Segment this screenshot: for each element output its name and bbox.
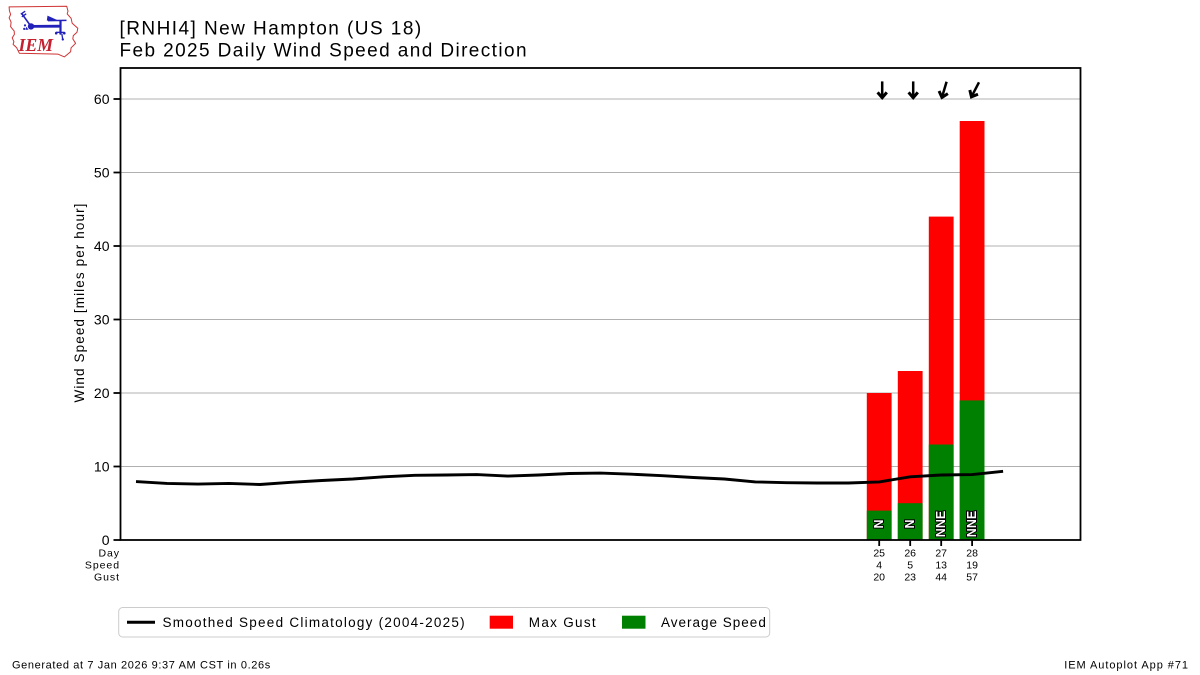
svg-text:5: 5 [907, 560, 913, 572]
svg-text:N: N [872, 519, 886, 528]
svg-text:19: 19 [966, 560, 978, 572]
svg-text:28: 28 [966, 548, 978, 560]
svg-text:23: 23 [904, 572, 916, 584]
svg-text:40: 40 [94, 238, 110, 254]
svg-text:NNE: NNE [965, 511, 979, 537]
svg-text:NNE: NNE [934, 511, 948, 537]
svg-text:Smoothed Speed Climatology (20: Smoothed Speed Climatology (2004-2025) [163, 615, 466, 630]
svg-text:[RNHI4] New Hampton (US 18): [RNHI4] New Hampton (US 18) [120, 19, 423, 40]
svg-text:4: 4 [876, 560, 882, 572]
svg-text:60: 60 [94, 91, 110, 107]
svg-text:Max Gust: Max Gust [529, 615, 597, 630]
svg-text:Feb 2025 Daily Wind Speed and: Feb 2025 Daily Wind Speed and Direction [120, 41, 528, 62]
svg-text:30: 30 [94, 312, 110, 328]
svg-text:50: 50 [94, 165, 110, 181]
svg-text:25: 25 [873, 548, 885, 560]
svg-text:20: 20 [94, 385, 110, 401]
svg-text:N: N [903, 519, 917, 528]
svg-text:Average Speed: Average Speed [661, 615, 767, 630]
svg-text:20: 20 [873, 572, 885, 584]
svg-text:26: 26 [904, 548, 916, 560]
svg-text:IEM: IEM [18, 35, 55, 55]
svg-text:Wind Speed [miles per hour]: Wind Speed [miles per hour] [72, 202, 87, 402]
svg-text:Gust: Gust [94, 572, 120, 584]
svg-text:57: 57 [966, 572, 978, 584]
svg-text:27: 27 [935, 548, 947, 560]
svg-text:IEM Autoplot App #71: IEM Autoplot App #71 [1064, 660, 1189, 672]
svg-text:0: 0 [102, 532, 110, 548]
svg-text:10: 10 [94, 459, 110, 475]
svg-text:Speed: Speed [85, 560, 120, 572]
svg-text:Day: Day [98, 548, 120, 560]
svg-text:Generated at 7 Jan 2026 9:37 A: Generated at 7 Jan 2026 9:37 AM CST in 0… [12, 660, 271, 672]
svg-text:44: 44 [935, 572, 947, 584]
svg-text:13: 13 [935, 560, 947, 572]
